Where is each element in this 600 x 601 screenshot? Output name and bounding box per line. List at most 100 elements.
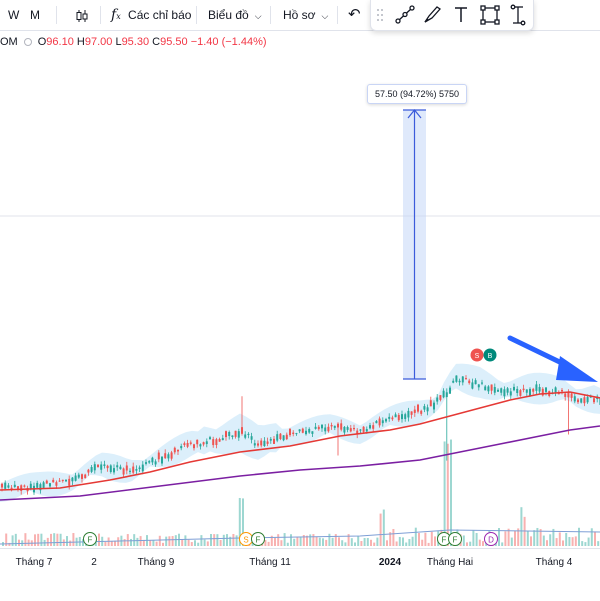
event-marker-icon bbox=[484, 532, 498, 546]
drag-handle-icon[interactable] bbox=[377, 9, 383, 21]
volume-bar bbox=[283, 533, 286, 546]
candlestick-series[interactable] bbox=[1, 375, 600, 495]
candle-body bbox=[228, 431, 231, 437]
candle-body bbox=[541, 388, 544, 396]
volume-bar bbox=[322, 538, 324, 546]
volume-bar bbox=[411, 536, 414, 546]
symbol-name[interactable]: OM bbox=[0, 36, 18, 48]
candle-body bbox=[247, 433, 250, 435]
x-tick-label: Tháng 11 bbox=[249, 557, 291, 568]
event-markers[interactable]: F S F F F DS B bbox=[83, 348, 498, 546]
volume-bar bbox=[306, 535, 308, 546]
candles-icon[interactable] bbox=[74, 0, 90, 30]
candle-body bbox=[535, 384, 538, 391]
volume-bar bbox=[274, 537, 276, 546]
profile-dropdown[interactable]: Hồ sơ ⌵ bbox=[283, 0, 328, 30]
text-icon[interactable] bbox=[455, 7, 467, 22]
volume-bar bbox=[98, 533, 100, 546]
candle-body bbox=[141, 464, 144, 472]
chart-type-label: Biểu đồ bbox=[208, 8, 249, 22]
event-marker-icon bbox=[83, 532, 97, 546]
open-value: 96.10 bbox=[46, 36, 74, 48]
candle-body bbox=[583, 397, 586, 404]
volume-bar bbox=[133, 534, 136, 546]
volume-bar bbox=[34, 534, 36, 546]
volume-bar bbox=[293, 538, 296, 546]
chart-type-dropdown[interactable]: Biểu đồ ⌵ bbox=[208, 0, 262, 30]
candle-body bbox=[305, 430, 307, 435]
candle-body bbox=[212, 439, 215, 446]
volume-bar bbox=[149, 540, 152, 546]
candle-body bbox=[529, 388, 531, 396]
rectangle-icon[interactable] bbox=[480, 5, 500, 25]
candle-body bbox=[545, 387, 547, 392]
candle-body bbox=[449, 387, 451, 394]
candle-body bbox=[87, 469, 90, 473]
undo-icon[interactable]: ↶ bbox=[348, 6, 361, 23]
candle-body bbox=[423, 406, 426, 410]
volume-bar bbox=[443, 441, 446, 546]
volume-bar bbox=[264, 540, 267, 546]
event-marker-label: F bbox=[453, 536, 458, 545]
candle-body bbox=[20, 485, 23, 491]
candle-body bbox=[209, 437, 211, 440]
moving-average-slow bbox=[0, 425, 600, 501]
candle-body bbox=[199, 444, 202, 447]
volume-bar bbox=[386, 540, 388, 546]
candle-body bbox=[45, 480, 48, 484]
candle-body bbox=[263, 440, 266, 447]
volume-bar bbox=[325, 539, 328, 546]
volume-bar bbox=[309, 534, 312, 546]
candle-body bbox=[477, 384, 480, 388]
price-chart[interactable]: F S F F F DS B bbox=[0, 0, 600, 548]
event-marker-label: F bbox=[88, 536, 93, 545]
candle-body bbox=[426, 407, 429, 412]
candle-body bbox=[196, 439, 199, 445]
candle-body bbox=[445, 392, 448, 398]
volume-bar bbox=[549, 534, 552, 546]
candle-body bbox=[321, 424, 323, 429]
divider bbox=[196, 6, 197, 24]
candle-body bbox=[573, 396, 576, 402]
high-label: H bbox=[76, 36, 85, 48]
volume-bar bbox=[210, 534, 212, 546]
price-range-measure[interactable] bbox=[403, 109, 426, 380]
volume-bar bbox=[517, 528, 520, 546]
candle-body bbox=[295, 433, 298, 435]
volume-bar bbox=[37, 533, 40, 546]
volume-bar bbox=[11, 535, 14, 546]
trend-arrow[interactable] bbox=[507, 335, 598, 382]
moving-averages bbox=[0, 391, 600, 501]
candle-body bbox=[273, 438, 275, 444]
candle-body bbox=[461, 376, 464, 383]
volume-bar bbox=[277, 534, 280, 546]
measure-icon[interactable] bbox=[510, 4, 526, 26]
trend-line-icon[interactable] bbox=[395, 5, 415, 24]
low-value: 95.30 bbox=[121, 36, 150, 48]
volume-bar bbox=[434, 536, 436, 546]
volume-bar bbox=[213, 534, 216, 546]
candle-body bbox=[474, 380, 477, 385]
volume-panel bbox=[0, 439, 600, 546]
candle-body bbox=[417, 404, 419, 412]
x-tick-label: 2 bbox=[91, 557, 97, 568]
volume-bar bbox=[462, 535, 465, 546]
interval-week[interactable]: W bbox=[8, 8, 20, 22]
volume-bar bbox=[414, 527, 417, 546]
candle-body bbox=[164, 453, 167, 459]
candle-body bbox=[90, 467, 93, 472]
candle-body bbox=[455, 375, 458, 382]
volume-bar bbox=[139, 536, 142, 546]
volume-bar bbox=[507, 528, 510, 546]
indicators-button[interactable]: fx Các chỉ báo bbox=[111, 0, 191, 30]
volume-bar bbox=[539, 529, 542, 546]
x-axis[interactable]: Tháng 7 2 Tháng 9 Tháng 11 2024 Tháng Ha… bbox=[0, 548, 600, 601]
volume-bar bbox=[405, 542, 408, 546]
volume-bar bbox=[418, 533, 420, 546]
volume-bar bbox=[382, 509, 385, 546]
interval-month[interactable]: M bbox=[30, 8, 40, 22]
candle-body bbox=[55, 482, 58, 486]
volume-bar bbox=[504, 531, 507, 546]
volume-bar bbox=[226, 534, 228, 546]
brush-icon[interactable] bbox=[424, 6, 441, 23]
